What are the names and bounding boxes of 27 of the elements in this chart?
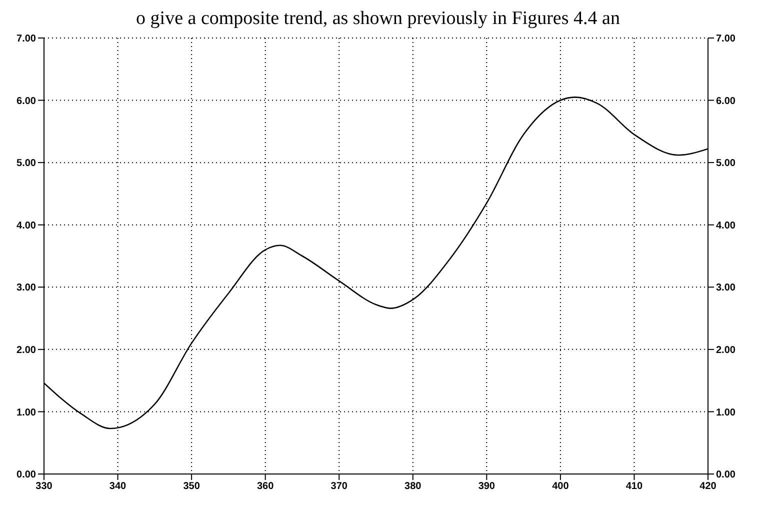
y2-tick-label: 1.00 <box>716 407 736 418</box>
y2-tick-label: 7.00 <box>716 34 736 45</box>
y-tick-label: 3.00 <box>16 282 36 294</box>
x-tick-label: 360 <box>256 481 274 492</box>
y-tick-label: 0.00 <box>16 470 36 481</box>
y-tick-label: 6.00 <box>16 96 36 107</box>
x-tick-label: 350 <box>183 481 200 492</box>
x-tick-label: 410 <box>626 481 643 492</box>
x-tick-label: 420 <box>700 481 717 492</box>
y-tick-label: 2.00 <box>16 344 36 356</box>
x-tick-label: 380 <box>404 481 422 492</box>
y2-tick-label: 6.00 <box>716 96 736 107</box>
x-tick-label: 340 <box>109 481 127 492</box>
y2-tick-label: 3.00 <box>716 282 736 294</box>
y-tick-label: 7.00 <box>16 34 36 45</box>
y-tick-label: 4.00 <box>16 220 36 232</box>
text: o give a composite trend, as shown previously in Figures 4.4 an <box>135 8 621 30</box>
x-tick-label: 330 <box>36 481 53 492</box>
x-tick-label: 370 <box>330 481 348 492</box>
y-tick-label: 5.00 <box>16 158 36 170</box>
y2-tick-label: 0.00 <box>716 470 736 481</box>
y-tick-label: 1.00 <box>16 407 36 418</box>
y2-tick-label: 4.00 <box>716 220 736 232</box>
x-tick-label: 390 <box>478 481 496 492</box>
y2-tick-label: 2.00 <box>716 344 736 356</box>
x-tick-label: 400 <box>552 481 570 492</box>
y2-tick-label: 5.00 <box>716 158 736 170</box>
